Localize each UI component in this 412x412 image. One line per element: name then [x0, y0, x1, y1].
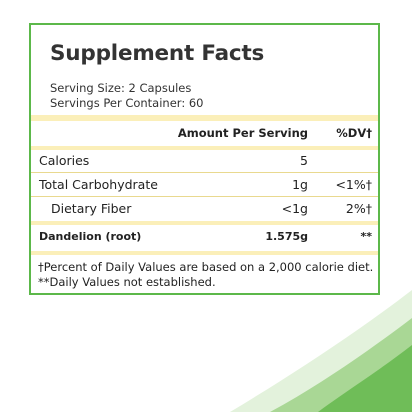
nutrient-dv: <1%†: [335, 177, 372, 192]
nutrient-amount: 1g: [292, 177, 308, 192]
ingredient-amount: 1.575g: [265, 230, 308, 243]
panel-title: Supplement Facts: [50, 41, 265, 66]
ingredient-dv: **: [360, 230, 372, 243]
nutrient-name: Dietary Fiber: [51, 201, 132, 216]
divider-band: [31, 146, 378, 150]
ingredient-name: Dandelion (root): [39, 230, 142, 243]
serving-size: Serving Size: 2 Capsules: [50, 81, 192, 95]
supplement-facts-panel: Supplement Facts Serving Size: 2 Capsule…: [29, 23, 380, 295]
amount-header: Amount Per Serving: [177, 126, 308, 140]
nutrient-amount: 5: [300, 153, 308, 168]
nutrient-amount: <1g: [281, 201, 308, 216]
divider-band: [31, 115, 378, 121]
nutrient-name: Total Carbohydrate: [39, 177, 158, 192]
dv-header: %DV†: [336, 126, 372, 140]
row-divider: [31, 172, 378, 173]
divider-band: [31, 251, 378, 255]
divider-band: [31, 221, 378, 225]
footnote-dv: †Percent of Daily Values are based on a …: [38, 260, 374, 274]
footnote-not-established: **Daily Values not established.: [38, 275, 216, 289]
servings-per-container: Servings Per Container: 60: [50, 96, 204, 110]
row-divider: [31, 196, 378, 197]
nutrient-dv: 2%†: [345, 201, 372, 216]
nutrient-name: Calories: [39, 153, 90, 168]
